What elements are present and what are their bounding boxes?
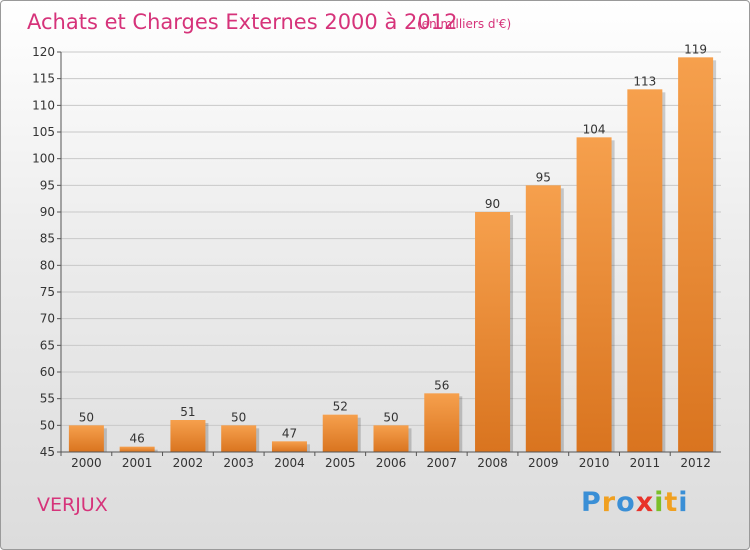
commune-name: VERJUX [37,494,108,516]
y-tick-label: 70 [40,312,55,326]
y-tick-label: 65 [40,338,55,352]
x-tick-label-2009: 2009 [528,456,559,470]
data-label-2005: 52 [333,400,348,414]
chart-title: Achats et Charges Externes 2000 à 2012 [27,10,457,34]
data-label-2010: 104 [583,122,606,136]
y-tick-label: 110 [32,98,55,112]
data-label-2011: 113 [633,74,656,88]
logo-letter: o [616,487,636,518]
logo-letter: P [581,487,602,518]
bar-2006 [373,425,409,452]
bars: 50 46 51 50 47 52 50 56 90 95 104 113 119 [68,42,717,453]
x-tick-label-2012: 2012 [680,456,711,470]
data-label-2001: 46 [130,432,145,446]
proxiti-logo: Proxiti [581,487,689,518]
data-label-2012: 119 [684,42,707,56]
data-label-2006: 50 [383,410,398,424]
data-label-2007: 56 [434,378,449,392]
data-label-2000: 50 [79,410,94,424]
y-tick-label: 50 [40,418,55,432]
data-label-2004: 47 [282,426,297,440]
x-axis-ticks: 2000 2001 2002 2003 2004 2005 2006 2007 2008 2009… [60,452,711,470]
x-tick-label-2004: 2004 [274,456,305,470]
y-tick-label: 90 [40,205,55,219]
logo-letter: r [601,487,617,518]
bar-2012 [678,57,714,452]
bar-2007 [424,393,460,452]
logo-letter: i [678,487,689,518]
bar-2003 [221,425,257,452]
logo-letter: i [654,487,665,518]
x-tick-label-2001: 2001 [122,456,153,470]
y-tick-label: 120 [32,45,55,59]
bar-2008 [475,212,511,452]
data-label-2009: 95 [536,170,551,184]
y-tick-label: 80 [40,258,55,272]
bar-2010 [576,137,612,453]
x-tick-label-2002: 2002 [173,456,204,470]
y-tick-label: 115 [32,72,55,86]
y-tick-label: 95 [40,178,55,192]
x-tick-label-2007: 2007 [426,456,457,470]
logo-letter: x [635,487,655,518]
bar-2000 [68,425,104,452]
bar-2001 [119,446,155,452]
chart-subtitle: (en milliers d'€) [417,17,511,31]
x-tick-label-2000: 2000 [71,456,102,470]
bar-2011 [627,89,663,452]
y-tick-label: 100 [32,152,55,166]
bar-2005 [322,414,358,452]
logo-letter: t [664,487,679,518]
x-tick-label-2010: 2010 [579,456,610,470]
y-tick-label: 75 [40,285,55,299]
bar-2009 [525,185,561,453]
bar-2002 [170,420,206,452]
y-tick-label: 45 [40,445,55,459]
y-axis-ticks: 45 50 55 60 65 70 75 80 85 90 95 100 105 110 115 120 [32,45,61,459]
y-tick-label: 85 [40,232,55,246]
bar-2004 [271,441,307,452]
x-tick-label-2006: 2006 [376,456,407,470]
y-tick-label: 55 [40,392,55,406]
x-tick-label-2011: 2011 [630,456,661,470]
grid-lines [61,51,721,453]
y-tick-label: 105 [32,125,55,139]
data-label-2003: 50 [231,410,246,424]
x-tick-label-2008: 2008 [477,456,508,470]
data-label-2008: 90 [485,197,500,211]
data-label-2002: 51 [180,405,195,419]
x-tick-label-2005: 2005 [325,456,356,470]
x-tick-label-2003: 2003 [223,456,254,470]
y-tick-label: 60 [40,365,55,379]
